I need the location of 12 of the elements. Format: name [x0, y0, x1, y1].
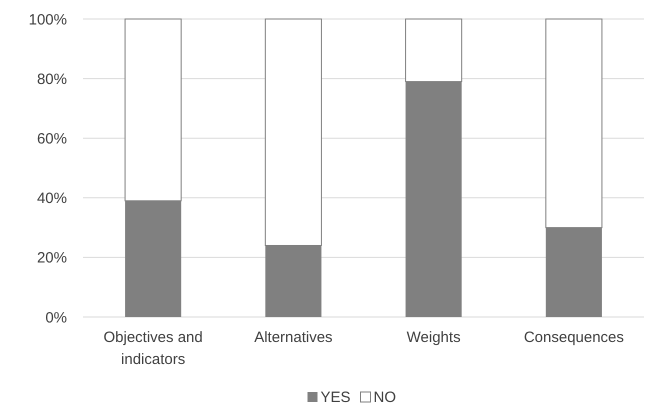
x-tick-label: Consequences: [524, 329, 624, 346]
legend-label: NO: [374, 389, 396, 406]
y-tick-label: 60%: [36, 130, 67, 148]
y-tick-label: 100%: [28, 11, 67, 28]
y-tick-label: 20%: [36, 250, 67, 267]
y-tick-label: 80%: [36, 70, 67, 88]
x-tick-label: Alternatives: [254, 329, 333, 346]
y-tick-label: 40%: [36, 190, 67, 208]
y-tick-label: 0%: [45, 309, 67, 326]
x-tick-label: Objectives and indicators: [104, 329, 203, 368]
x-tick-label: Weights: [406, 329, 461, 346]
legend-label: YES: [320, 389, 351, 406]
